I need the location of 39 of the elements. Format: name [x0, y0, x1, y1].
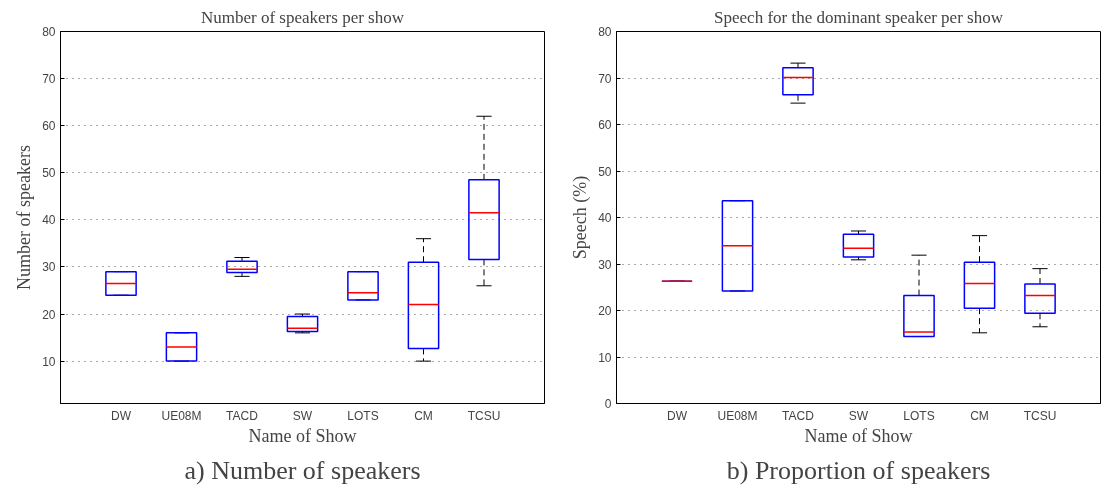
y-tick-label: 70	[598, 71, 612, 86]
x-tick-label: TCSU	[467, 408, 501, 423]
y-tick-label: 30	[598, 257, 612, 272]
y-tick-label: 10	[598, 350, 612, 365]
text: b) Proportion of speakers	[726, 455, 991, 485]
y-tick-label: 50	[42, 166, 56, 181]
x-tick-label: LOTS	[347, 408, 379, 423]
x-tick-label: LOTS	[903, 408, 935, 423]
y-tick-label: 80	[598, 25, 612, 39]
x-tick-label: SW	[292, 408, 313, 423]
chart-title: Speech for the dominant speaker per show	[714, 7, 1004, 27]
y-tick-label: 10	[42, 354, 56, 369]
chart-title: Number of speakers per show	[201, 7, 405, 27]
y-tick-label: 60	[42, 119, 56, 134]
x-axis-title: Name of Show	[804, 425, 913, 446]
y-tick-label: 80	[42, 25, 56, 39]
x-tick-label: UE08M	[717, 408, 758, 423]
y-tick-label: 20	[42, 307, 56, 322]
y-tick-label: 0	[604, 397, 612, 411]
y-tick-label: 40	[42, 213, 56, 228]
y-axis-title: Number of speakers	[14, 145, 35, 290]
y-tick-label: 70	[42, 72, 56, 87]
y-tick-label: 30	[42, 260, 56, 275]
y-axis-title: Speech (%)	[570, 175, 592, 260]
x-tick-label: CM	[970, 408, 989, 423]
x-tick-label: DW	[111, 408, 132, 423]
x-tick-label: DW	[667, 408, 688, 423]
x-axis-title: Name of Show	[248, 425, 357, 446]
x-tick-label: CM	[414, 408, 433, 423]
y-tick-label: 60	[598, 118, 612, 132]
x-tick-label: UE08M	[161, 408, 202, 423]
x-tick-label: TACD	[782, 408, 815, 423]
x-tick-label: TACD	[226, 408, 259, 423]
y-tick-label: 20	[598, 304, 612, 318]
y-tick-label: 40	[598, 211, 612, 225]
y-tick-label: 50	[598, 164, 612, 179]
text: a) Number of speakers	[184, 455, 421, 485]
x-tick-label: SW	[848, 408, 869, 423]
x-tick-label: TCSU	[1023, 408, 1057, 423]
